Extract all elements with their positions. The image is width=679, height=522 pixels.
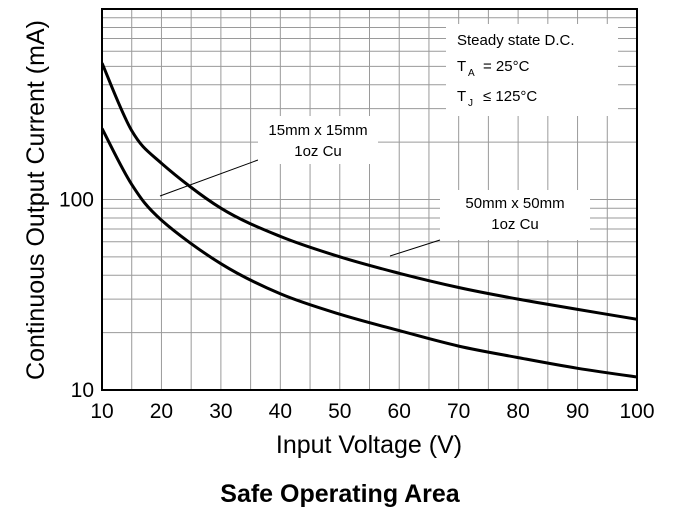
series-line-2 — [102, 62, 637, 321]
annotation-15mm-box — [258, 116, 378, 164]
tj-symbol: T — [457, 88, 466, 105]
y-tick-label: 10 — [71, 379, 94, 402]
tj-value: ≤ 125°C — [483, 88, 537, 105]
conditions-box — [446, 24, 618, 116]
annotation-50mm-leader — [389, 239, 441, 257]
annotation-15mm-leader — [159, 159, 259, 197]
x-tick-label: 90 — [566, 400, 589, 423]
ticks-layer: 10 20 30 40 50 60 70 80 90 100 10 100 — [59, 189, 655, 424]
ta-value: = 25°C — [483, 58, 530, 75]
y-tick-label: 100 — [59, 189, 94, 212]
ta-symbol: T — [457, 58, 466, 75]
annotation-50mm-box — [440, 190, 590, 240]
chart-title: Safe Operating Area — [220, 480, 461, 508]
annotation-15mm-line2: 1oz Cu — [294, 143, 342, 160]
x-tick-label: 100 — [619, 400, 654, 423]
ta-subscript: A — [468, 68, 475, 79]
series-line-1 — [102, 127, 637, 379]
x-tick-label: 70 — [447, 400, 470, 423]
annotation-50mm-line2: 1oz Cu — [491, 216, 539, 233]
annotation-15mm-line1: 15mm x 15mm — [268, 122, 367, 139]
x-axis-title: Input Voltage (V) — [276, 431, 462, 459]
series-layer — [102, 62, 637, 379]
x-tick-label: 60 — [388, 400, 411, 423]
annotation-50mm-line1: 50mm x 50mm — [465, 195, 564, 212]
x-tick-label: 80 — [506, 400, 529, 423]
x-tick-label: 10 — [90, 400, 113, 423]
tj-subscript: J — [468, 98, 473, 109]
x-tick-label: 50 — [328, 400, 351, 423]
plot-frame — [101, 8, 638, 391]
y-axis-title: Continuous Output Current (mA) — [22, 20, 50, 380]
conditions-line1: Steady state D.C. — [457, 32, 575, 49]
x-tick-label: 20 — [150, 400, 173, 423]
x-tick-label: 30 — [209, 400, 232, 423]
x-tick-label: 40 — [269, 400, 292, 423]
